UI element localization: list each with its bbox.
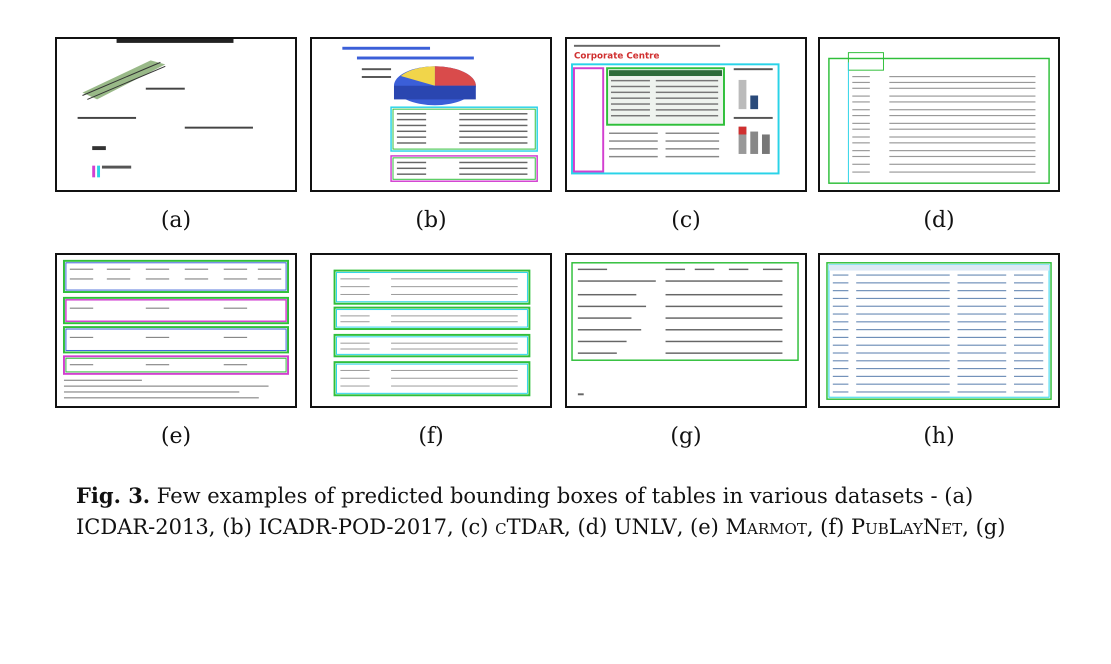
panel-c: Corporate Centre [565, 37, 807, 192]
caption-dataset-f: PubLayNet [851, 515, 963, 539]
panel-e-image [58, 255, 294, 406]
caption-dataset-e: Marmot [725, 515, 807, 539]
panel-f-label: (f) [418, 424, 444, 449]
panel-c-label: (c) [671, 208, 701, 233]
caption-dataset-b: ICADR-POD-2017 [258, 515, 447, 539]
caption-dataset-a: ICDAR-2013 [76, 515, 209, 539]
caption-intro: Few examples of predicted bounding boxes… [150, 484, 974, 508]
panel-d-label: (d) [923, 208, 955, 233]
panel-b-image [313, 39, 549, 190]
caption-dataset-c: cTDaR [495, 515, 565, 539]
caption-sep-b: , (b) [208, 515, 259, 539]
panel-c-heading: Corporate Centre [574, 51, 659, 61]
panel-a-image [58, 39, 294, 190]
panel-g [565, 253, 807, 408]
caption-fig-label: Fig. 3. [76, 483, 151, 508]
caption-sep-d: , (d) [564, 515, 614, 539]
panel-g-label: (g) [670, 424, 702, 449]
panel-f [310, 253, 552, 408]
panel-f-image [313, 255, 549, 406]
caption-sep-e: , (e) [676, 515, 726, 539]
figure-caption: Fig. 3. Few examples of predicted boundi… [76, 480, 1036, 542]
panel-h [818, 253, 1060, 408]
panel-h-image [821, 255, 1057, 406]
caption-sep-g: , (g) [962, 515, 1006, 539]
panel-g-image [568, 255, 804, 406]
panel-d-image [821, 39, 1057, 190]
caption-dataset-d: UNLV [613, 515, 677, 539]
panel-d [818, 37, 1060, 192]
panel-a-label: (a) [160, 208, 192, 233]
panel-e [55, 253, 297, 408]
panel-c-image: Corporate Centre [568, 39, 804, 190]
caption-sep-c: , (c) [446, 515, 496, 539]
panel-e-label: (e) [160, 424, 192, 449]
panel-a [55, 37, 297, 192]
panel-b [310, 37, 552, 192]
caption-sep-f: , (f) [806, 515, 852, 539]
panel-h-label: (h) [923, 424, 955, 449]
panel-b-label: (b) [415, 208, 447, 233]
